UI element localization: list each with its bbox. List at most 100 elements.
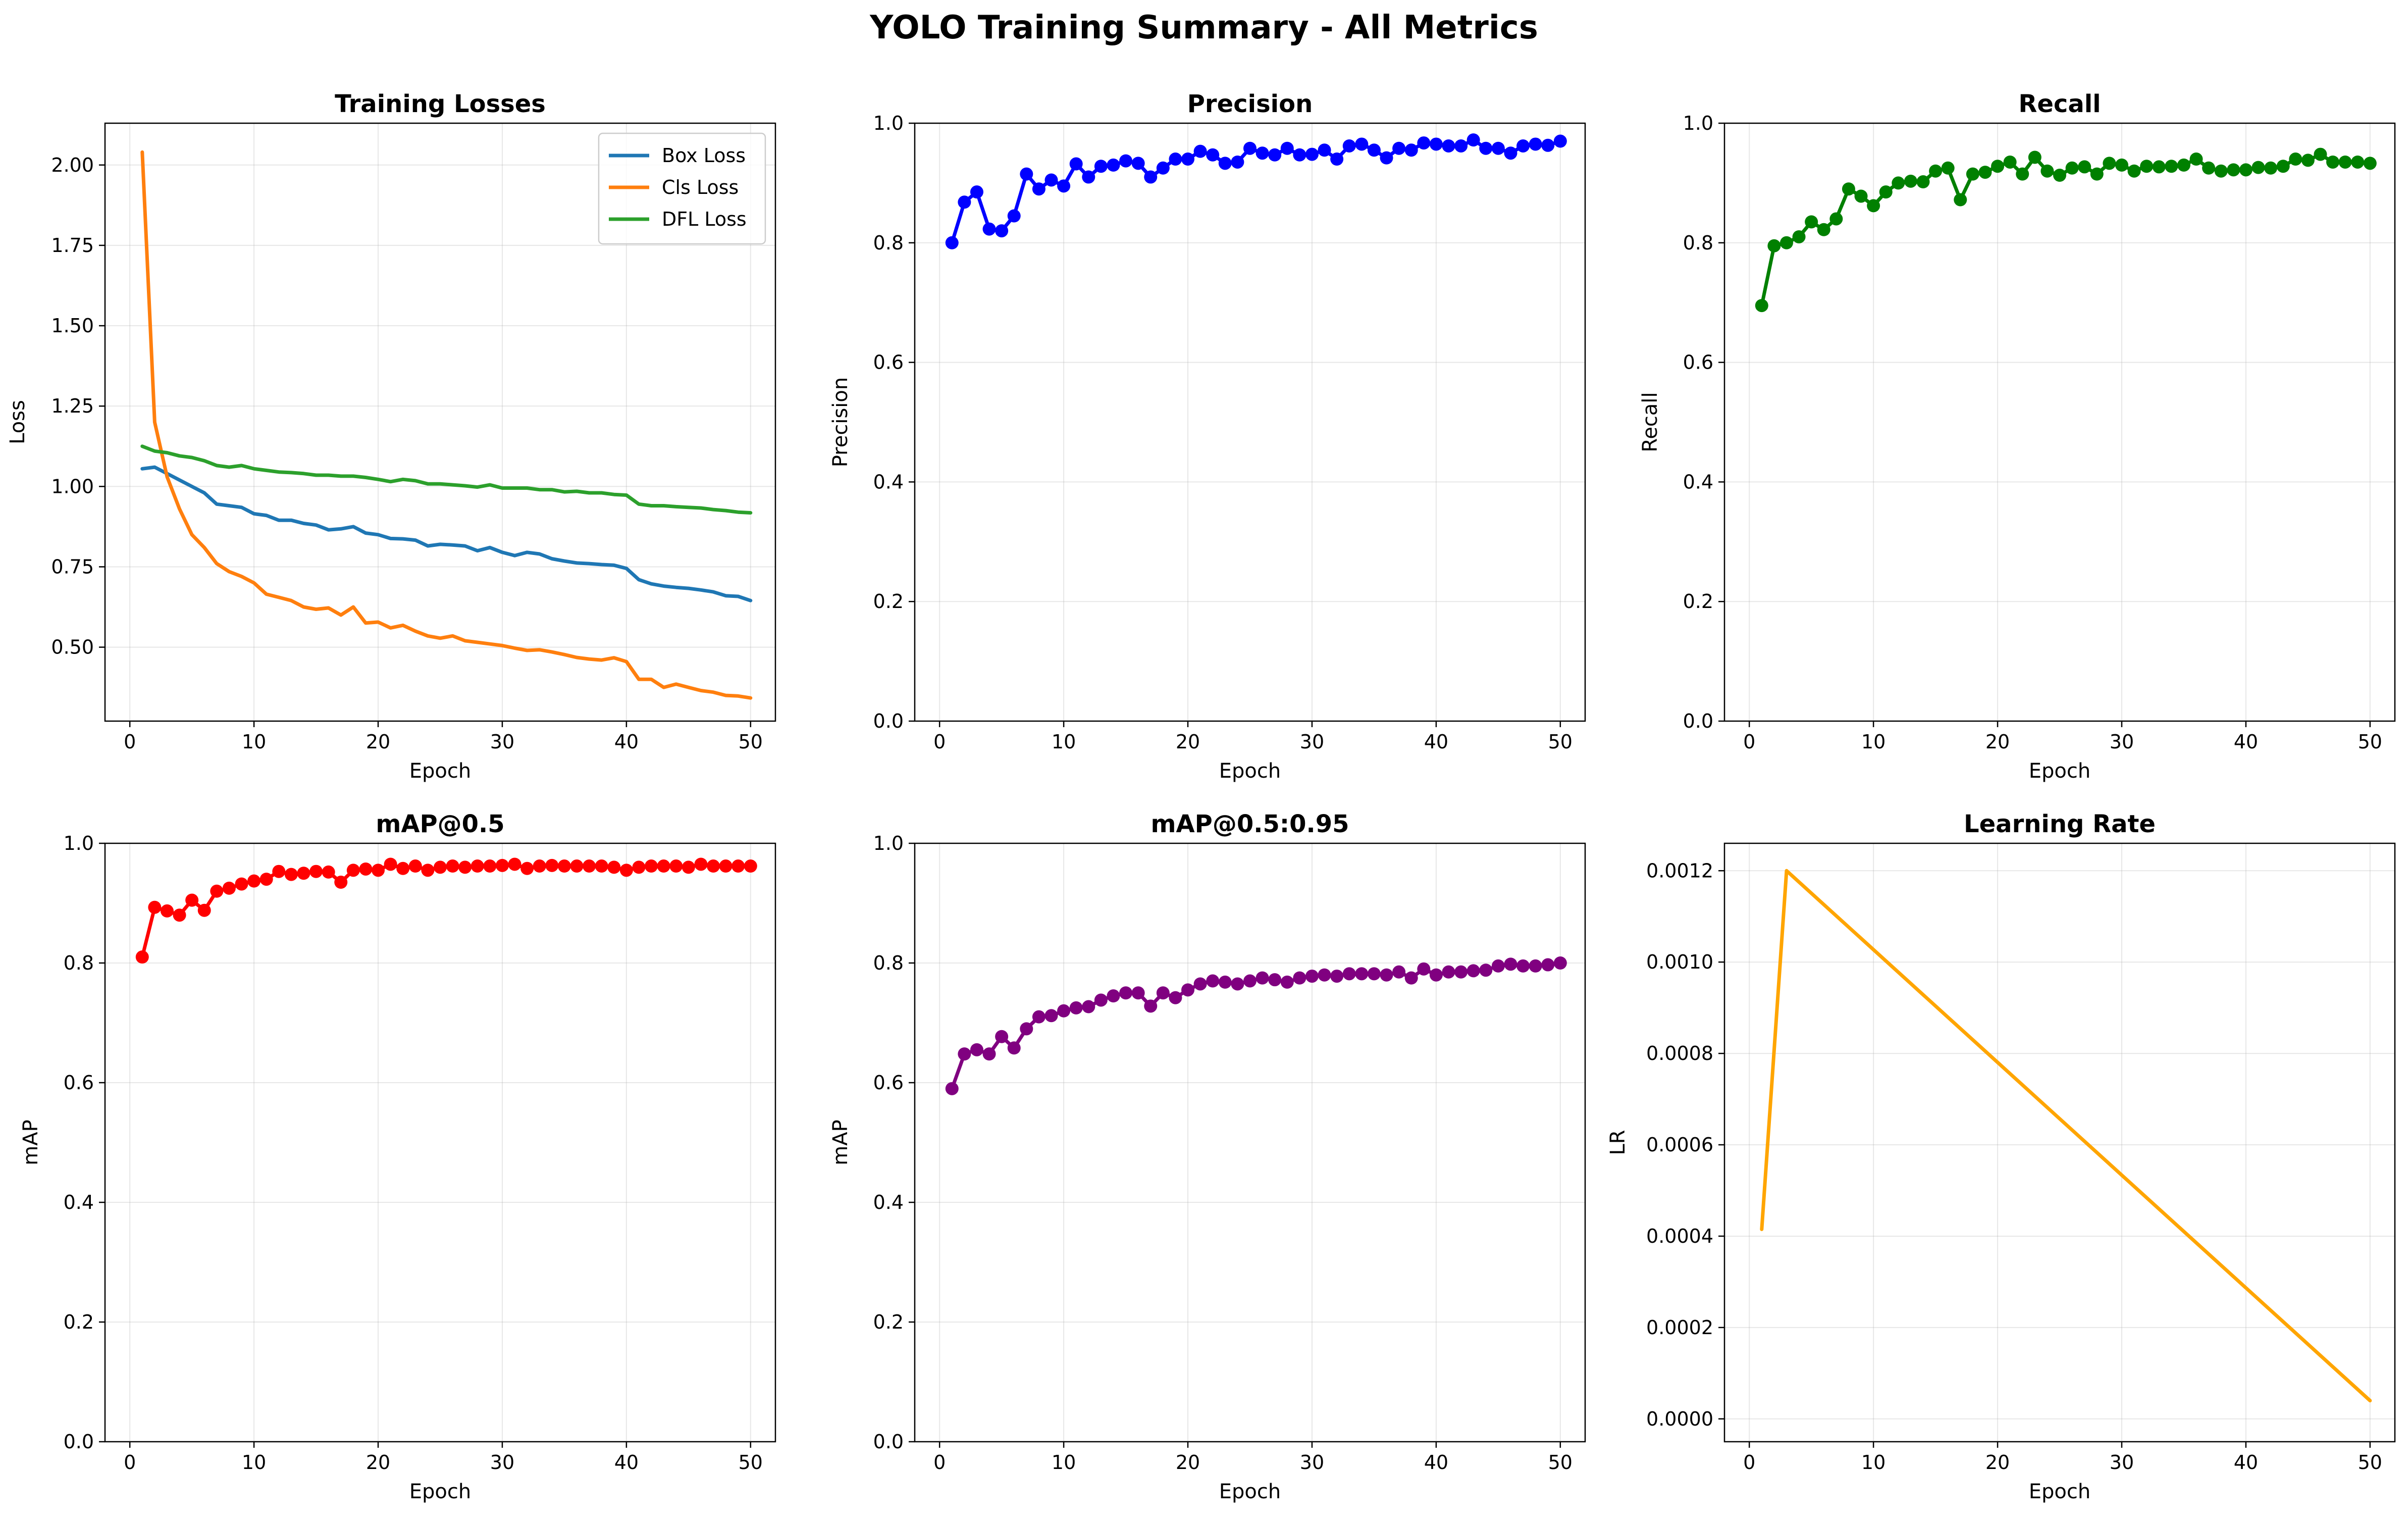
x-tick-label: 10 — [242, 731, 266, 753]
data-point — [1829, 212, 1843, 226]
series-1 — [1755, 147, 2377, 313]
axes-frame — [914, 842, 1586, 1443]
legend-label: Cls Loss — [662, 176, 739, 198]
x-tick-label: 30 — [490, 731, 514, 753]
x-tick-label: 0 — [124, 1451, 136, 1474]
data-point — [1007, 209, 1021, 223]
series-line — [140, 444, 753, 515]
data-point — [1755, 299, 1768, 313]
series-line — [1760, 869, 2372, 1403]
x-tick-label: 40 — [1424, 1451, 1448, 1474]
data-point — [1057, 179, 1071, 193]
x-tick-label: 50 — [739, 1451, 763, 1474]
y-axis-label: Recall — [1639, 392, 1662, 452]
data-point — [1454, 965, 1468, 979]
data-point — [2003, 155, 2017, 169]
data-point — [719, 859, 732, 873]
y-tick-label: 0.0008 — [1646, 1042, 1713, 1064]
y-tick-label: 0.0002 — [1646, 1316, 1713, 1339]
y-tick-label: 0.0000 — [1646, 1408, 1713, 1430]
data-point — [1268, 973, 1282, 987]
data-point — [1553, 134, 1567, 148]
x-tick-label: 20 — [366, 731, 390, 753]
data-point — [1094, 160, 1108, 173]
data-point — [1156, 161, 1170, 175]
data-point — [545, 858, 559, 872]
data-point — [1467, 964, 1480, 978]
data-point — [1491, 141, 1505, 155]
y-axis-label: Precision — [829, 377, 852, 467]
data-point — [1107, 989, 1120, 1003]
y-tick-label: 0.0012 — [1646, 859, 1713, 882]
x-tick-label: 30 — [490, 1451, 514, 1474]
data-point — [483, 859, 497, 873]
data-point — [2127, 164, 2141, 178]
data-point — [1318, 143, 1331, 157]
data-point — [2276, 160, 2290, 173]
y-tick-label: 2.00 — [51, 154, 94, 176]
data-point — [2351, 155, 2365, 169]
data-point — [958, 1047, 971, 1061]
y-axis-label: Loss — [6, 400, 29, 444]
data-point — [1169, 153, 1182, 166]
y-tick-label: 0.2 — [873, 590, 904, 613]
axes-frame — [1723, 842, 2396, 1443]
data-point — [1069, 1001, 1083, 1014]
data-point — [1491, 959, 1505, 973]
data-point — [2040, 164, 2054, 178]
x-tick-label: 50 — [2358, 1451, 2382, 1474]
x-tick-label: 40 — [614, 1451, 639, 1474]
data-point — [669, 859, 683, 873]
data-point — [1293, 148, 1306, 162]
data-point — [372, 864, 385, 877]
data-point — [1504, 957, 1517, 971]
data-point — [458, 860, 472, 874]
data-point — [1442, 139, 1455, 153]
data-point — [1516, 139, 1530, 153]
data-point — [1529, 137, 1542, 151]
data-point — [2227, 163, 2240, 177]
data-point — [272, 865, 286, 878]
data-point — [1892, 176, 1905, 190]
data-point — [1268, 148, 1282, 162]
data-point — [2252, 161, 2265, 174]
data-point — [1817, 223, 1830, 236]
x-tick-label: 30 — [1300, 731, 1324, 753]
data-point — [1330, 153, 1344, 166]
x-tick-label: 20 — [1176, 1451, 1200, 1474]
y-tick-label: 0.8 — [873, 952, 904, 974]
data-point — [1367, 967, 1381, 981]
data-point — [520, 861, 534, 875]
data-point — [297, 867, 310, 880]
data-point — [1131, 986, 1145, 1000]
y-tick-label: 0.8 — [1683, 232, 1713, 254]
data-point — [2053, 169, 2066, 182]
data-point — [1867, 199, 1880, 213]
y-tick-label: 1.75 — [51, 234, 94, 257]
data-point — [1156, 986, 1170, 1000]
data-point — [945, 1082, 959, 1095]
chart-title: Learning Rate — [1964, 810, 2156, 838]
data-point — [1954, 193, 1967, 207]
data-point — [1044, 1009, 1058, 1023]
data-point — [408, 859, 422, 873]
data-point — [470, 859, 484, 873]
data-point — [1342, 139, 1356, 153]
y-tick-label: 1.00 — [51, 475, 94, 497]
x-tick-label: 30 — [2110, 731, 2134, 753]
data-point — [1206, 974, 1220, 988]
data-point — [570, 859, 584, 873]
y-tick-label: 0.6 — [64, 1072, 94, 1094]
y-tick-label: 0.0 — [64, 1431, 94, 1453]
x-tick-label: 0 — [933, 731, 946, 753]
y-tick-label: 0.2 — [64, 1311, 94, 1333]
grid — [1724, 843, 2395, 1442]
data-point — [945, 236, 959, 249]
x-tick-label: 20 — [1985, 731, 2010, 753]
y-tick-label: 0.0010 — [1646, 951, 1713, 973]
x-tick-label: 30 — [1300, 1451, 1324, 1474]
data-point — [657, 859, 670, 873]
data-point — [1442, 965, 1455, 979]
data-point — [595, 859, 608, 873]
data-point — [1392, 141, 1406, 155]
